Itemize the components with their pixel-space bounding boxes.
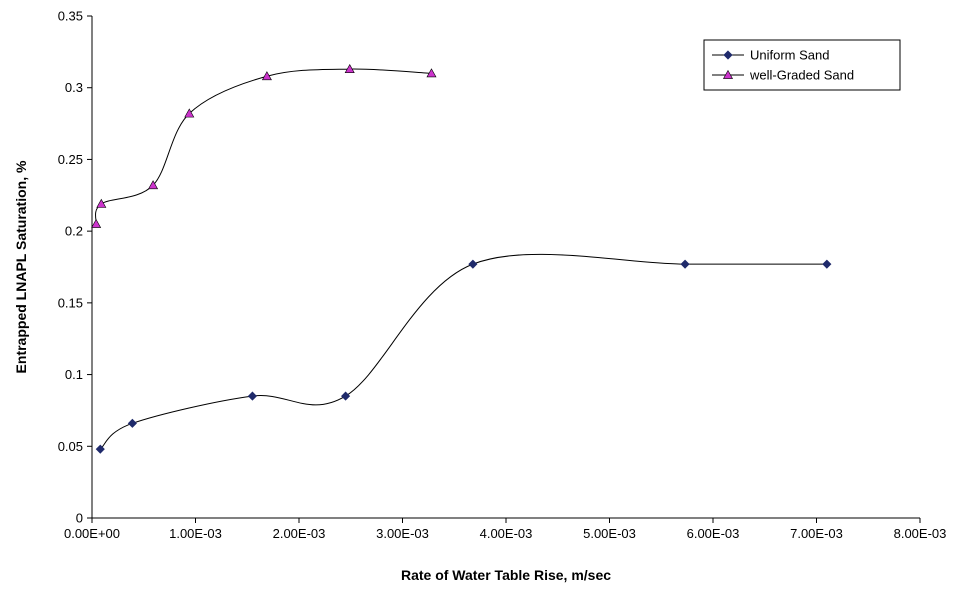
y-tick-label: 0.15	[58, 295, 83, 310]
x-tick-label: 5.00E-03	[583, 526, 636, 541]
series-uniform-sand	[95, 253, 832, 454]
y-axis-title: Entrapped LNAPL Saturation, %	[13, 160, 29, 373]
series-layer	[91, 63, 832, 454]
plot-area	[91, 16, 920, 519]
x-tick-label: 8.00E-03	[894, 526, 947, 541]
legend-label: well-Graded Sand	[749, 68, 854, 83]
data-point	[96, 198, 107, 208]
y-tick-label: 0.2	[65, 224, 83, 239]
data-point	[344, 63, 355, 73]
data-point	[822, 259, 832, 269]
x-tick-label: 3.00E-03	[376, 526, 429, 541]
y-tick-label: 0.1	[65, 367, 83, 382]
y-tick-label: 0.05	[58, 439, 83, 454]
y-tick-label: 0	[76, 511, 83, 526]
data-point	[426, 68, 437, 78]
data-point	[91, 218, 102, 228]
data-point	[148, 180, 159, 190]
data-point	[95, 444, 105, 454]
x-axis-title: Rate of Water Table Rise, m/sec	[401, 567, 611, 583]
data-point	[468, 259, 478, 269]
y-tick-label: 0.25	[58, 152, 83, 167]
data-point	[247, 391, 257, 401]
x-tick-label: 1.00E-03	[169, 526, 222, 541]
data-point	[680, 259, 690, 269]
x-axis: 0.00E+00 1.00E-03 2.00E-03 3.00E-03 4.00E-03…	[64, 518, 946, 541]
data-point	[341, 391, 351, 401]
series-line	[94, 68, 432, 225]
series-line	[99, 253, 827, 450]
x-tick-label: 0.00E+00	[64, 526, 120, 541]
legend-label: Uniform Sand	[750, 48, 829, 63]
y-tick-label: 0.3	[65, 80, 83, 95]
data-point	[184, 108, 195, 118]
series-well-graded-sand	[91, 63, 437, 228]
legend-marker	[723, 50, 733, 60]
x-tick-label: 7.00E-03	[790, 526, 843, 541]
x-tick-label: 4.00E-03	[480, 526, 533, 541]
legend-marker	[722, 69, 734, 79]
legend-entry: well-Graded Sand	[712, 68, 854, 83]
legend-box	[703, 39, 901, 91]
data-point	[261, 71, 272, 81]
x-tick-label: 6.00E-03	[687, 526, 740, 541]
x-tick-label: 2.00E-03	[273, 526, 326, 541]
legend: Uniform Sand well-Graded Sand	[703, 39, 901, 91]
legend-entry: Uniform Sand	[712, 48, 829, 63]
data-point	[127, 418, 137, 428]
y-axis: 0 0.05 0.1 0.15 0.2 0.25 0.3 0.35	[58, 9, 92, 526]
y-tick-label: 0.35	[58, 9, 83, 24]
